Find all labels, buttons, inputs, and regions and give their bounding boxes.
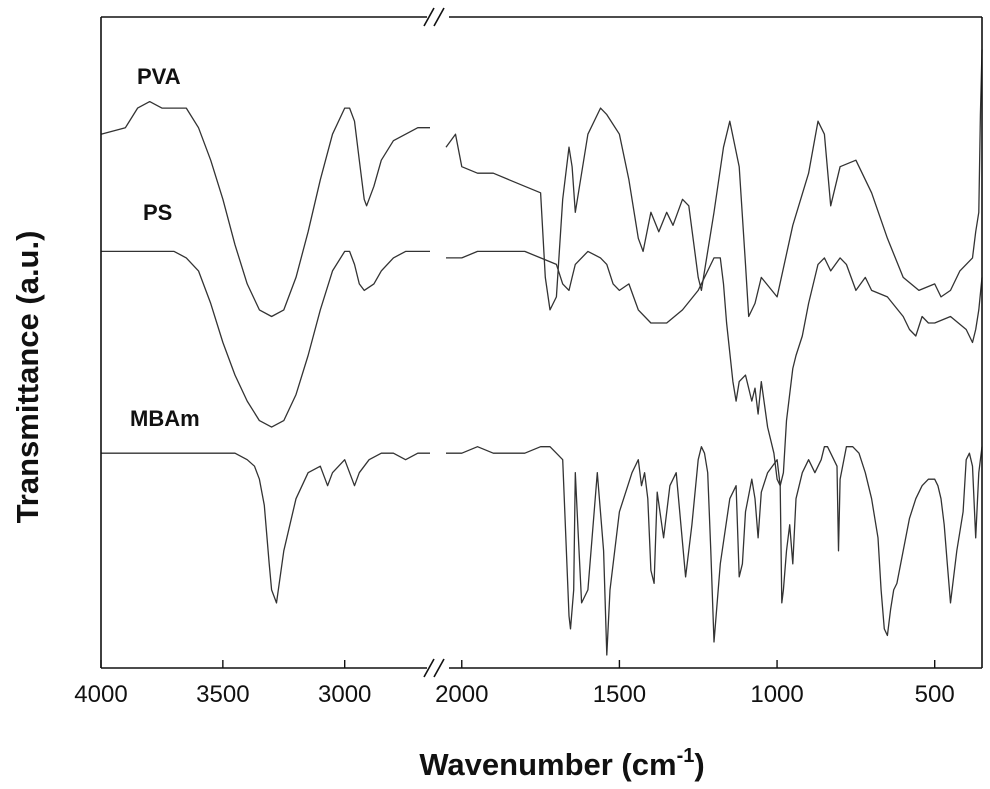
spectra-layer [100, 49, 983, 656]
x-axis-title-main: Wavenumber (cm [419, 747, 676, 782]
x-tick-label-1000: 1000 [750, 681, 803, 708]
x-axis-title-superscript: -1 [677, 745, 695, 767]
axis-break-mark-top-1 [423, 7, 435, 27]
series-label-ps: PS [143, 200, 172, 225]
axis-break-mark-bottom-1 [423, 658, 435, 678]
x-tick-label-3500: 3500 [196, 681, 249, 708]
axis-break-mark-top-2 [433, 7, 445, 27]
series-label-mbam: MBAm [130, 406, 200, 431]
x-axis-title-close: ) [694, 747, 704, 782]
series-label-pva: PVA [137, 64, 181, 89]
x-tick-label-2000: 2000 [435, 681, 488, 708]
x-axis-title: Wavenumber (cm-1) [419, 745, 704, 782]
series-labels: PVA PS MBAm [130, 64, 200, 431]
series-line-ps [101, 250, 983, 487]
y-axis-title: Transmittance (a.u.) [10, 231, 45, 524]
x-tick-label-1500: 1500 [593, 681, 646, 708]
x-tick-label-500: 500 [915, 681, 955, 708]
axes-frame [100, 7, 983, 678]
axis-break-mark-bottom-2 [433, 658, 445, 678]
x-tick-label-3000: 3000 [318, 681, 371, 708]
x-axis-ticks: 4000 3500 3000 2000 1500 1000 500 [74, 660, 955, 708]
series-line-mbam [101, 446, 983, 656]
series-line-pva [100, 49, 983, 318]
x-tick-label-4000: 4000 [74, 681, 127, 708]
